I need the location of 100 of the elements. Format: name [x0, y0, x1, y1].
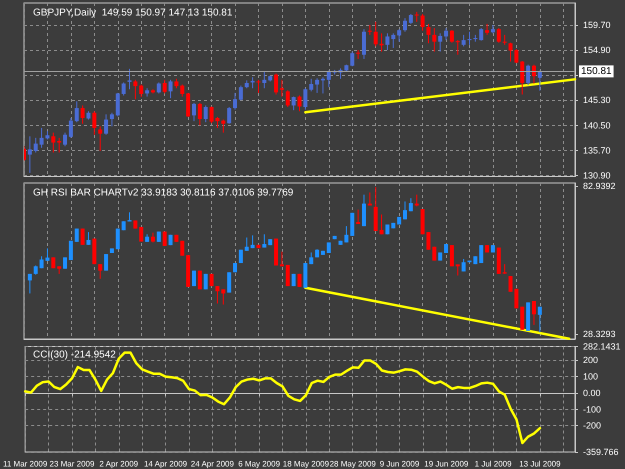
candlestick	[221, 288, 226, 306]
candlestick	[74, 100, 79, 123]
candlestick	[350, 212, 354, 236]
candlestick	[92, 110, 96, 136]
candlestick	[496, 28, 501, 44]
ref-line-label: 150.81	[581, 66, 612, 77]
y-tick-label: 159.70	[583, 20, 611, 30]
candlestick	[380, 214, 384, 235]
candlestick	[292, 96, 296, 111]
candlestick	[444, 28, 448, 41]
y-tick-label: 200	[583, 355, 598, 365]
candlestick	[538, 70, 542, 92]
x-tick-label: 24 Apr 2009	[190, 460, 234, 468]
candlestick	[280, 251, 284, 267]
candlestick	[156, 82, 161, 94]
x-tick-label: 18 May 2009	[282, 460, 330, 468]
candlestick	[74, 228, 79, 242]
y-tick-label: 82.9392	[583, 180, 616, 191]
candlestick	[420, 13, 425, 32]
candlestick	[104, 114, 108, 136]
candlestick	[233, 262, 238, 273]
candlestick	[368, 24, 372, 36]
y-tick-label: -100	[583, 404, 602, 414]
candlestick	[374, 21, 378, 47]
candlestick	[362, 28, 366, 60]
candlestick	[403, 18, 408, 32]
candlestick	[204, 104, 208, 123]
candlestick	[40, 127, 44, 148]
y-tick-label: -359.766	[583, 447, 619, 457]
candlestick	[250, 76, 255, 89]
candlestick	[63, 132, 68, 147]
candlestick	[80, 104, 85, 124]
line-series	[24, 351, 542, 444]
candlestick	[98, 264, 102, 280]
y-tick-label: 135.70	[583, 145, 611, 156]
candlestick	[385, 224, 390, 235]
candlestick	[227, 106, 232, 124]
candlestick	[233, 92, 238, 110]
candlestick	[210, 106, 214, 124]
candlestick	[414, 194, 419, 207]
chart-title: GH RSI BAR CHARTv2 33.9183 30.8116 37.0106 39.7769	[33, 188, 294, 198]
candlestick	[238, 85, 243, 101]
candlestick	[215, 286, 220, 304]
y-tick-label: 100	[583, 371, 598, 382]
candlestick	[150, 232, 155, 243]
candlestick	[192, 102, 196, 122]
x-tick-label: 13 Jul 2009	[519, 460, 562, 468]
candlestick	[462, 258, 466, 272]
candlestick	[403, 200, 408, 220]
candlestick	[68, 118, 73, 138]
candlestick	[350, 51, 354, 67]
candlestick	[538, 306, 542, 333]
candlestick	[344, 226, 348, 243]
candlestick	[156, 231, 161, 242]
candlestick	[80, 228, 85, 246]
x-tick-label: 28 May 2009	[330, 460, 376, 468]
y-tick-label: 130.90	[583, 170, 611, 180]
candlestick	[414, 11, 419, 22]
candlestick	[168, 79, 173, 99]
candlestick	[450, 30, 454, 44]
candlestick	[286, 90, 290, 108]
y-tick-label: 140.50	[583, 120, 611, 130]
candlestick	[532, 64, 536, 84]
candlestick	[274, 73, 278, 95]
x-tick-label: 19 Jun 2009	[424, 460, 469, 468]
candlestick	[532, 300, 536, 326]
candlestick	[162, 231, 167, 246]
candlestick	[380, 32, 384, 52]
chart-title: CCI(30) -214.9542	[33, 350, 116, 360]
candlestick	[320, 76, 325, 94]
x-tick-label: 9 Jun 2009	[380, 460, 420, 468]
candlestick	[456, 40, 460, 56]
candlestick	[104, 254, 108, 272]
candlestick	[110, 112, 114, 127]
candlestick	[462, 34, 466, 47]
candlestick	[298, 95, 302, 112]
y-tick-label: -200	[583, 420, 602, 431]
candlestick	[508, 276, 513, 292]
x-tick-label: 2 Apr 2009	[99, 460, 139, 468]
x-tick-label: 11 Mar 2009	[3, 460, 48, 468]
x-tick-label: 1 Jul 2009	[474, 460, 512, 468]
y-tick-label: 282.1431	[583, 342, 621, 352]
candlestick	[315, 78, 320, 94]
candlestick	[215, 116, 220, 128]
candlestick	[408, 198, 413, 212]
candlestick	[408, 13, 413, 24]
candlestick	[162, 79, 167, 94]
candlestick	[502, 34, 507, 46]
chart-title: GBPJPY,Daily 149.59 150.97 147.13 150.81	[33, 8, 233, 18]
candlestick	[438, 32, 442, 52]
candlestick	[45, 248, 50, 262]
candlestick	[485, 23, 490, 36]
candlestick	[526, 64, 530, 86]
candlestick	[174, 78, 178, 89]
candlestick	[385, 32, 390, 51]
candlestick	[368, 192, 372, 206]
candlestick	[98, 126, 102, 152]
candlestick	[86, 232, 90, 246]
candlestick	[256, 79, 260, 94]
candlestick	[28, 273, 32, 294]
